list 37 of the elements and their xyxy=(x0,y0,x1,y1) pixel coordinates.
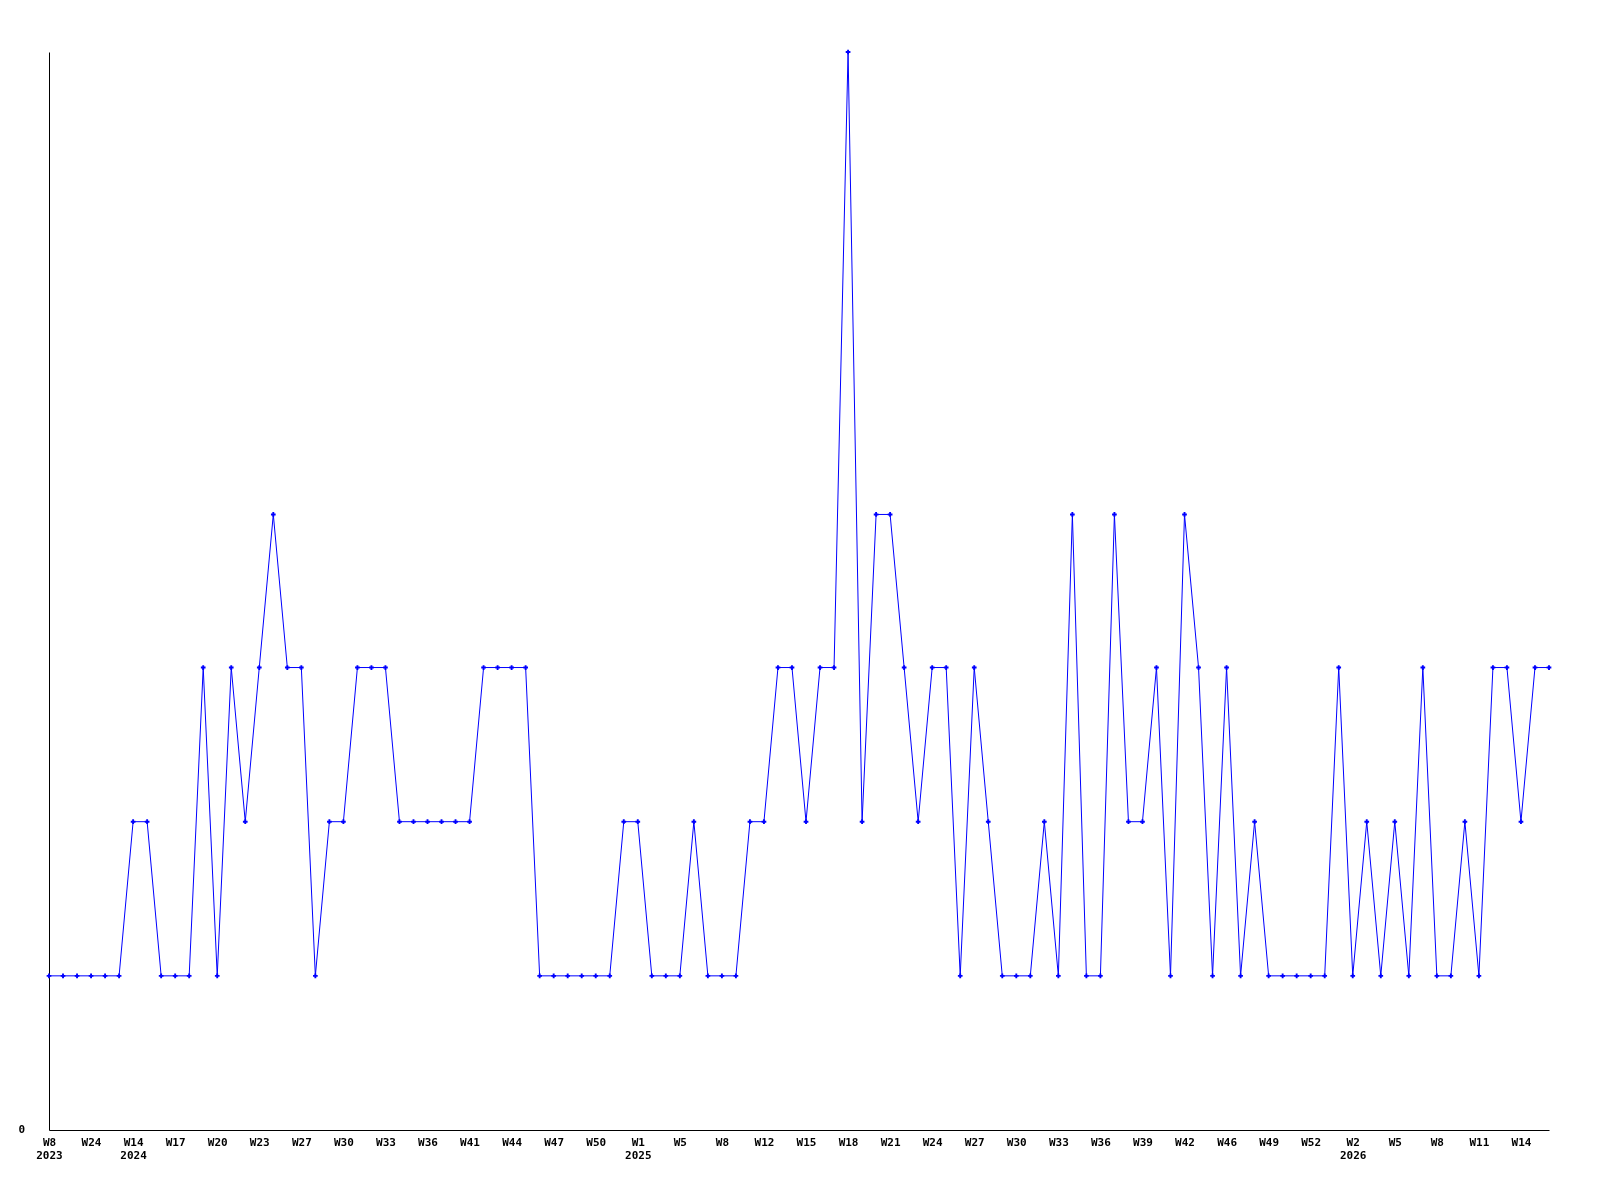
x-tick-label: W23 xyxy=(249,1135,270,1149)
x-tick-label: W14 xyxy=(1511,1135,1532,1149)
x-tick-label: W46 xyxy=(1217,1135,1238,1149)
x-tick-label: W24 xyxy=(81,1135,102,1149)
x-tick-label: W18 xyxy=(838,1135,859,1149)
x-tick-label: W14 2024 xyxy=(120,1135,148,1162)
x-tick-label: W36 xyxy=(418,1135,439,1149)
x-tick-label: W41 xyxy=(460,1135,481,1149)
x-tick-label: W17 xyxy=(165,1135,186,1149)
x-tick-label: W33 xyxy=(1048,1135,1069,1149)
x-tick-label: W42 xyxy=(1175,1135,1195,1149)
x-tick-label: W5 xyxy=(1388,1135,1402,1149)
x-tick-label: W27 xyxy=(964,1135,985,1149)
x-tick-label: W20 xyxy=(207,1135,228,1149)
x-tick-label: W36 xyxy=(1090,1135,1112,1149)
x-tick-label: W27 xyxy=(291,1135,312,1149)
x-tick-label: W1 2025 xyxy=(625,1135,652,1162)
x-tick-label: W21 xyxy=(880,1135,901,1149)
x-tick-label: W15 xyxy=(796,1135,817,1149)
x-tick-label: W47 xyxy=(544,1135,565,1149)
x-tick-label: W52 xyxy=(1301,1135,1322,1149)
x-tick-label: W39 xyxy=(1133,1135,1153,1149)
x-tick-label: W11 xyxy=(1469,1135,1490,1149)
x-tick-label: W50 xyxy=(586,1135,607,1149)
x-tick-label: W8 2023 xyxy=(36,1135,63,1162)
x-tick-label: W33 xyxy=(376,1135,396,1149)
x-tick-label: W12 xyxy=(754,1135,775,1149)
x-tick-label: W2 2026 xyxy=(1339,1135,1367,1162)
x-tick-label: W44 xyxy=(502,1135,523,1149)
x-tick-label: W30 xyxy=(333,1135,354,1149)
text: 0 xyxy=(18,1123,25,1136)
x-tick-label: W49 xyxy=(1259,1135,1280,1149)
x-tick-label: W8 xyxy=(715,1135,730,1149)
x-tick-label: W8 xyxy=(1430,1135,1444,1149)
x-tick-label: W30 xyxy=(1006,1135,1027,1149)
x-tick-label: W24 xyxy=(922,1135,943,1149)
x-tick-label: W5 xyxy=(673,1135,687,1149)
